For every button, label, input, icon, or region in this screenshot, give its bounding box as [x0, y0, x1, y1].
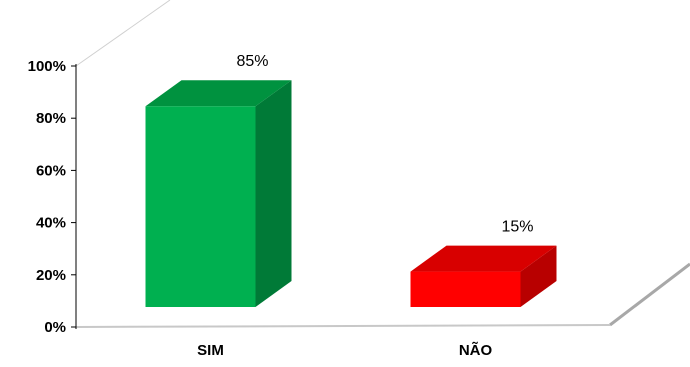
floor-front-edge	[75, 324, 611, 328]
y-tick-label: 80%	[36, 110, 66, 127]
y-tick-label: 60%	[36, 162, 66, 179]
data-label: 85%	[236, 53, 268, 70]
y-tick-label: 20%	[36, 267, 66, 284]
data-labels: 85% 15%	[236, 53, 533, 235]
bars	[145, 80, 557, 307]
y-axis-ticks: 0% 20% 40% 60% 80% 100%	[28, 58, 76, 336]
bar-front	[145, 106, 256, 307]
bar-1	[410, 245, 557, 307]
bar-top	[410, 245, 557, 272]
y-tick-label: 40%	[36, 215, 66, 232]
category-label: SIM	[197, 342, 224, 359]
bar-front	[410, 271, 521, 307]
bar-side	[255, 80, 292, 307]
bar-top	[145, 80, 292, 107]
y-tick-label: 0%	[44, 319, 66, 336]
y-tick-label: 100%	[28, 58, 66, 75]
back-wall-right-edge	[609, 262, 690, 327]
data-label: 15%	[501, 219, 533, 236]
bar-side	[520, 245, 557, 307]
back-wall-top-edge	[75, 0, 171, 67]
category-labels: SIM NÃO	[197, 341, 492, 359]
bar-0	[145, 80, 292, 307]
category-label: NÃO	[459, 341, 493, 359]
